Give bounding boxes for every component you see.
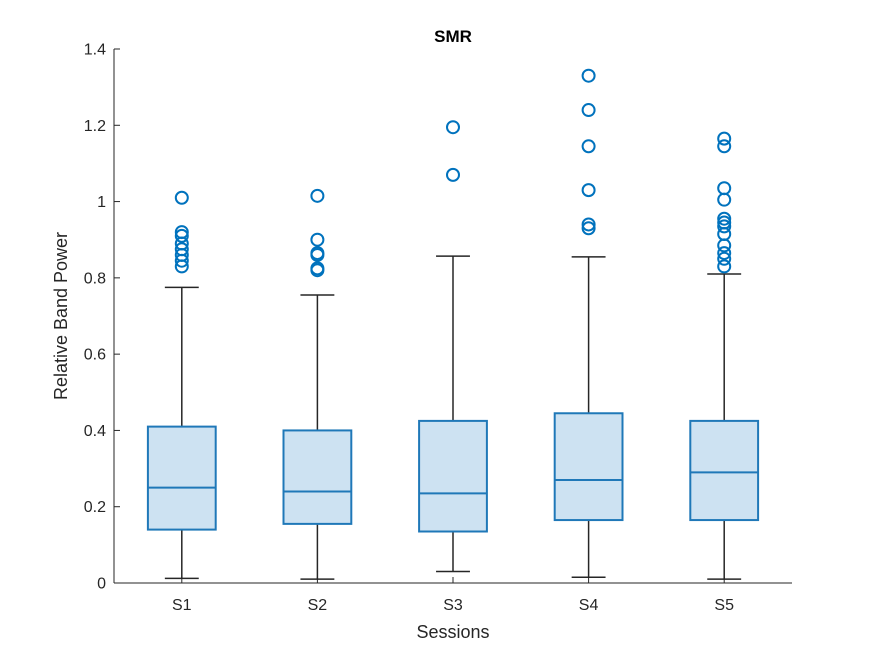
outlier-point — [446, 167, 460, 182]
outlier-point — [717, 251, 732, 266]
outlier-point — [581, 139, 596, 154]
outlier-point — [717, 238, 732, 253]
iqr-box — [282, 429, 353, 525]
outlier-point — [310, 232, 325, 247]
outlier-point — [174, 225, 189, 240]
outlier-point — [717, 259, 732, 274]
iqr-box — [689, 419, 760, 522]
outlier-point — [717, 139, 732, 154]
y-tick-label: 0.8 — [84, 270, 106, 287]
outlier-point — [581, 221, 596, 236]
box-group-s4 — [553, 68, 624, 579]
outlier-point — [174, 242, 189, 257]
x-tick-label: S2 — [308, 597, 328, 614]
y-tick-label: 1 — [97, 194, 106, 211]
outlier-point — [717, 219, 732, 234]
outlier-point — [717, 181, 732, 196]
y-tick-label: 0.4 — [84, 423, 106, 440]
y-axis-title: Relative Band Power — [51, 232, 71, 400]
chart-title: SMR — [434, 27, 472, 46]
x-axis-ticks: S1 S2 S3 S4 S5 — [172, 577, 734, 614]
x-axis-title: Sessions — [416, 622, 489, 642]
outlier-point — [717, 192, 732, 207]
outlier-point — [310, 261, 325, 276]
outlier-point — [717, 215, 732, 230]
outlier-point — [581, 103, 596, 118]
outlier-point — [310, 188, 325, 203]
outlier-point — [717, 211, 732, 226]
outlier-point — [581, 68, 596, 83]
box-group-s5 — [689, 131, 760, 580]
outlier-point — [581, 183, 596, 198]
outlier-point — [310, 246, 325, 261]
box-group-s1 — [146, 190, 217, 580]
outlier-point — [174, 190, 189, 205]
y-tick-label: 0.6 — [84, 347, 106, 364]
x-tick-label: S5 — [714, 597, 734, 614]
outlier-point — [717, 131, 732, 146]
outlier-point — [446, 120, 460, 135]
x-tick-label: S1 — [172, 597, 192, 614]
plot-area — [146, 68, 760, 580]
outlier-point — [174, 228, 189, 243]
box-group-s2 — [282, 188, 353, 580]
y-axis-ticks: 0 0.2 0.4 0.6 0.8 1 1.2 1.4 — [84, 42, 120, 593]
y-tick-label: 1.4 — [84, 42, 106, 59]
y-tick-label: 1.2 — [84, 118, 106, 135]
x-tick-label: S3 — [443, 597, 463, 614]
x-tick-label: S4 — [579, 597, 599, 614]
iqr-box — [146, 425, 217, 531]
box-group-s3 — [418, 120, 488, 573]
outlier-point — [581, 217, 596, 232]
iqr-box — [418, 419, 488, 533]
outlier-point — [717, 246, 732, 261]
y-tick-label: 0.2 — [84, 499, 106, 516]
iqr-box — [553, 412, 624, 522]
y-tick-label: 0 — [97, 576, 106, 593]
